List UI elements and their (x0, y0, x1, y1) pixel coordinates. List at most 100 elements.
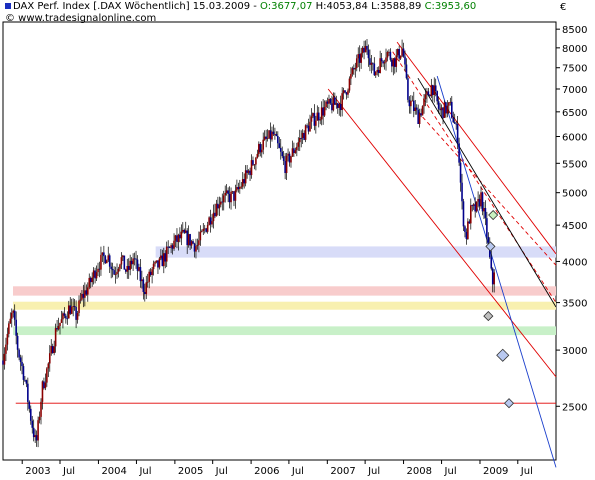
candle-body (186, 230, 188, 246)
candle (101, 252, 104, 262)
candle (126, 258, 129, 279)
candle-body (19, 357, 22, 363)
candle-body (345, 92, 348, 95)
candle (465, 228, 468, 245)
candle-body (228, 194, 231, 203)
candle (418, 108, 421, 128)
candle-body (145, 282, 148, 295)
candle-body (468, 221, 471, 224)
candle (22, 363, 25, 386)
candle (78, 295, 80, 317)
candle (222, 190, 225, 211)
zone-blue (155, 246, 557, 258)
candle (100, 246, 102, 276)
candle-body (28, 401, 31, 409)
candle (247, 169, 250, 175)
candle-body (382, 61, 384, 64)
candle (113, 266, 115, 276)
candle (157, 260, 159, 274)
candle-body (56, 328, 58, 330)
candle-body (339, 103, 342, 111)
candle (13, 304, 16, 326)
candle-body (255, 157, 257, 165)
candle (236, 179, 238, 193)
candle (230, 187, 232, 210)
candle-body (433, 85, 436, 95)
candle-body (486, 218, 488, 237)
candle-body (44, 382, 47, 389)
candle-body (279, 147, 282, 152)
x-tick-label: Jul (367, 466, 380, 477)
candle-body (350, 74, 352, 79)
candle-body (260, 149, 263, 153)
x-tick-label: 2004 (101, 466, 126, 477)
candle-body (180, 231, 183, 239)
candle-body (12, 310, 15, 313)
candle-body (119, 264, 121, 269)
candle-body (139, 267, 142, 282)
candle-body (395, 55, 398, 67)
candle (293, 142, 295, 157)
candle (186, 228, 188, 254)
candle-body (383, 62, 386, 64)
candle-body (410, 101, 412, 107)
candle (41, 380, 44, 410)
y-axis: 2500 3000 3500 4000 4500 5000 5500 6000 6500 7000… (556, 25, 587, 413)
candle-body (244, 170, 247, 184)
candle (266, 129, 269, 142)
candle (442, 107, 444, 125)
candle-body (75, 306, 77, 320)
candle-body (351, 68, 354, 75)
candle (412, 91, 415, 118)
candle-body (467, 221, 469, 239)
candle-body (366, 45, 368, 50)
plot-frame (2, 21, 557, 461)
candle-body (82, 293, 85, 298)
y-tick-label: 4000 (562, 257, 587, 268)
candle-body (301, 132, 304, 139)
candle (380, 52, 383, 68)
candle (220, 197, 222, 208)
candle (455, 121, 457, 130)
candle-body (358, 54, 361, 63)
candle-body (477, 199, 479, 202)
candle-body (298, 137, 301, 143)
candle-body (434, 85, 437, 92)
candle (18, 348, 20, 361)
chart-header: DAX Perf. Index [.DAX Wöchentlich] 15.03… (5, 1, 476, 13)
candle (73, 299, 76, 311)
candle-body (450, 101, 453, 118)
candle (152, 260, 155, 276)
candle-body (168, 247, 171, 248)
candle-body (317, 112, 320, 121)
candle (415, 104, 418, 115)
candle (268, 130, 270, 140)
candle-body (315, 120, 317, 126)
candle (151, 266, 153, 284)
candle-body (471, 205, 474, 207)
candle (448, 102, 450, 114)
candle-body (8, 323, 10, 334)
candle (82, 284, 85, 308)
candle (54, 323, 57, 353)
candle (431, 84, 434, 102)
candle-body (205, 228, 207, 232)
candle (440, 104, 443, 119)
candle (184, 221, 187, 234)
candle-body (481, 192, 484, 212)
candle-body (92, 270, 95, 278)
candle (75, 300, 77, 329)
candle-body (288, 153, 291, 163)
candle (214, 203, 216, 219)
candle (355, 54, 358, 72)
candle (29, 405, 32, 425)
candle-body (377, 69, 380, 74)
candle (180, 224, 183, 246)
candle (339, 95, 342, 117)
candle (395, 49, 398, 73)
candle-body (27, 383, 29, 402)
candle-body (69, 305, 72, 314)
candle-body (303, 132, 305, 140)
candle (85, 284, 88, 296)
candle (423, 93, 425, 114)
